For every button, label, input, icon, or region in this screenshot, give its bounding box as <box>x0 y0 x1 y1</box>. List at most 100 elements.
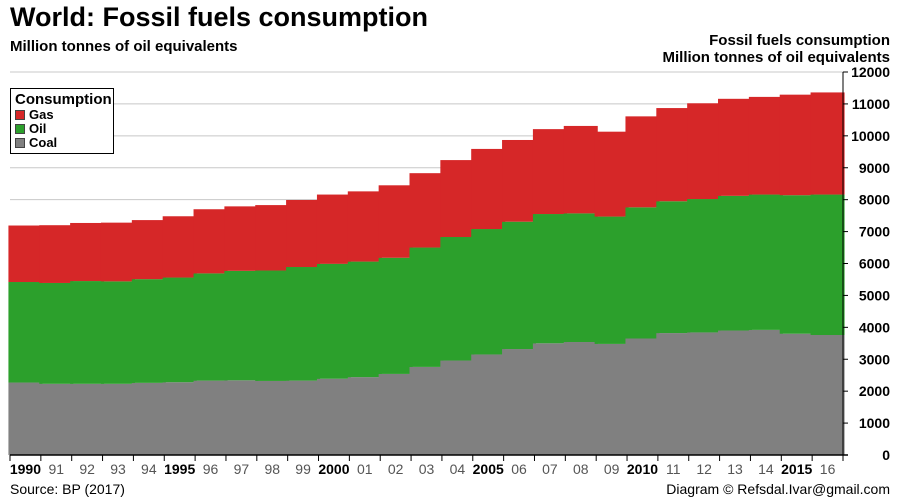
bar-gas-13 <box>718 98 753 196</box>
bar-coal-2005 <box>471 354 506 455</box>
bar-oil-98 <box>255 270 290 381</box>
y-tick-label-5000: 5000 <box>859 287 890 303</box>
bar-oil-14 <box>748 194 783 330</box>
y-tick-label-6000: 6000 <box>859 256 890 272</box>
bar-oil-93 <box>100 281 135 384</box>
bar-coal-09 <box>594 343 629 455</box>
bar-gas-09 <box>594 131 629 217</box>
x-axis-ticks: 1990 91 92 93 94 1995 96 97 98 99 2000 01 02 03 04 2005… <box>9 455 844 477</box>
bar-gas-98 <box>255 205 290 271</box>
bar-gas-08 <box>563 125 598 214</box>
x-tick-label-2005: 2005 <box>473 461 504 477</box>
bar-gas-06 <box>502 139 537 222</box>
bar-coal-96 <box>193 380 228 455</box>
bar-oil-02 <box>378 257 413 374</box>
y-tick-label-8000: 8000 <box>859 192 890 208</box>
bar-oil-2005 <box>471 229 506 355</box>
x-tick-label-2015: 2015 <box>781 461 812 477</box>
bar-gas-16 <box>810 92 845 195</box>
x-tick-label-06: 06 <box>511 461 527 477</box>
bar-gas-01 <box>347 191 382 262</box>
x-tick-label-03: 03 <box>419 461 435 477</box>
legend: Consumption Gas Oil Coal <box>10 88 114 154</box>
bar-oil-2000 <box>316 263 351 379</box>
x-tick-label-12: 12 <box>696 461 712 477</box>
x-tick-label-97: 97 <box>234 461 250 477</box>
chart-subtitle: Million tonnes of oil equivalents <box>10 38 238 55</box>
bar-coal-91 <box>39 383 74 455</box>
bar-gas-92 <box>70 222 105 282</box>
bar-oil-2015 <box>779 195 814 334</box>
bar-coal-14 <box>748 329 783 455</box>
bar-gas-99 <box>286 199 321 268</box>
bar-gas-94 <box>131 220 166 280</box>
y-tick-label-10000: 10000 <box>851 128 890 144</box>
bar-oil-2010 <box>625 207 660 339</box>
x-tick-label-01: 01 <box>357 461 373 477</box>
bar-gas-2000 <box>316 194 351 264</box>
bar-coal-16 <box>810 334 845 455</box>
legend-swatch-gas <box>15 110 25 120</box>
bar-gas-12 <box>687 103 722 200</box>
legend-label-oil: Oil <box>29 121 47 136</box>
x-tick-label-07: 07 <box>542 461 558 477</box>
bar-oil-94 <box>131 279 166 383</box>
bar-gas-2010 <box>625 116 660 208</box>
x-tick-label-02: 02 <box>388 461 404 477</box>
x-tick-label-04: 04 <box>450 461 466 477</box>
right-axis-title-line-2: Million tonnes of oil equivalents <box>662 49 890 66</box>
x-tick-label-1990: 1990 <box>10 461 41 477</box>
bars <box>8 92 845 455</box>
credit-note: Diagram © Refsdal.Ivar@gmail.com <box>666 481 890 497</box>
bar-oil-99 <box>286 267 321 381</box>
bar-coal-06 <box>502 349 537 455</box>
bar-coal-2000 <box>316 378 351 455</box>
bar-oil-04 <box>440 237 475 361</box>
legend-title: Consumption <box>15 91 112 108</box>
legend-label-gas: Gas <box>29 107 54 122</box>
y-axis-ticks: 0 1000 2000 3000 4000 5000 6000 7000 8000 9000 100… <box>843 64 890 463</box>
bar-coal-97 <box>224 380 259 455</box>
y-tick-label-9000: 9000 <box>859 160 890 176</box>
bar-gas-14 <box>748 96 783 195</box>
legend-label-coal: Coal <box>29 135 58 150</box>
bar-oil-09 <box>594 216 629 344</box>
y-tick-label-3000: 3000 <box>859 351 890 367</box>
x-tick-label-13: 13 <box>727 461 743 477</box>
x-tick-label-09: 09 <box>604 461 620 477</box>
x-tick-label-2000: 2000 <box>318 461 349 477</box>
x-tick-label-16: 16 <box>820 461 836 477</box>
right-axis-title: Fossil fuels consumption Million tonnes … <box>662 32 890 66</box>
bar-gas-2005 <box>471 148 506 230</box>
x-tick-label-99: 99 <box>295 461 311 477</box>
bar-gas-2015 <box>779 94 814 196</box>
chart-title: World: Fossil fuels consumption <box>10 2 429 32</box>
x-tick-label-93: 93 <box>110 461 126 477</box>
bar-oil-91 <box>39 282 74 384</box>
legend-item-coal: Coal <box>15 136 109 150</box>
bar-coal-98 <box>255 380 290 455</box>
bar-gas-04 <box>440 160 475 238</box>
bar-oil-1990 <box>8 282 43 383</box>
bar-oil-16 <box>810 194 845 335</box>
bar-coal-08 <box>563 342 598 455</box>
x-tick-label-1995: 1995 <box>164 461 195 477</box>
bar-oil-03 <box>409 247 444 367</box>
bar-gas-1990 <box>8 225 43 283</box>
bar-oil-08 <box>563 213 598 343</box>
bar-coal-11 <box>656 333 691 455</box>
bar-coal-04 <box>440 360 475 455</box>
bar-coal-1990 <box>8 382 43 455</box>
bar-oil-1995 <box>162 277 197 383</box>
y-tick-label-7000: 7000 <box>859 224 890 240</box>
bar-coal-2015 <box>779 333 814 455</box>
x-tick-label-14: 14 <box>758 461 774 477</box>
bar-oil-12 <box>687 199 722 333</box>
bar-oil-97 <box>224 270 259 381</box>
bar-gas-96 <box>193 209 228 274</box>
x-tick-label-11: 11 <box>666 461 681 477</box>
bar-coal-99 <box>286 380 321 455</box>
bar-oil-01 <box>347 261 382 378</box>
bar-oil-96 <box>193 273 228 381</box>
